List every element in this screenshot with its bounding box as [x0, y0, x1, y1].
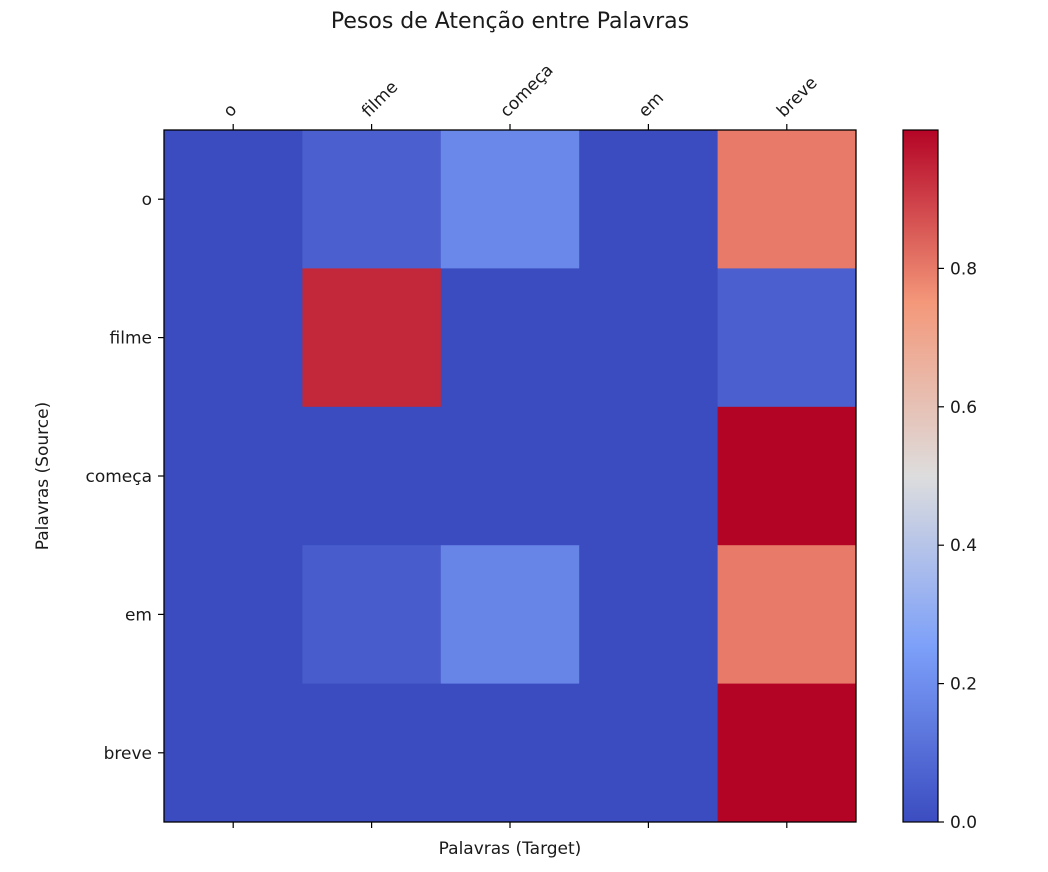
heatmap-cell	[579, 545, 719, 685]
heatmap-cell	[440, 406, 580, 546]
x-axis-label: Palavras (Target)	[439, 839, 582, 859]
y-tick-label: começa	[85, 467, 152, 487]
y-tick-label: filme	[110, 329, 152, 349]
heatmap-cell	[717, 545, 857, 685]
heatmap-cell	[717, 268, 857, 408]
x-tick-label: começa	[496, 60, 557, 121]
colorbar-ticks: 0.0 0.2 0.4 0.6 0.8	[938, 259, 977, 833]
y-tick-label: o	[142, 190, 152, 210]
chart-title: Pesos de Atenção entre Palavras	[331, 9, 689, 34]
colorbar	[903, 130, 938, 822]
heatmap-cell	[302, 268, 442, 408]
x-tick-label: em	[635, 88, 668, 121]
heatmap-cell	[440, 545, 580, 685]
colorbar-tick-label: 0.8	[950, 259, 977, 279]
heatmap-cell	[440, 130, 580, 269]
heatmap-cell	[717, 406, 857, 546]
heatmap-cell	[302, 683, 442, 823]
heatmap-cell	[717, 130, 857, 269]
heatmap-cell	[579, 406, 719, 546]
heatmap-cell	[579, 683, 719, 823]
colorbar-tick-label: 0.0	[950, 813, 977, 833]
colorbar-tick-label: 0.2	[950, 675, 977, 695]
y-axis-label: Palavras (Source)	[33, 402, 53, 550]
heatmap-cell	[440, 683, 580, 823]
heatmap-cell	[440, 268, 580, 408]
heatmap-cell	[164, 268, 303, 408]
heatmap-cell	[302, 545, 442, 685]
heatmap-cell	[579, 268, 719, 408]
heatmap-cell	[302, 406, 442, 546]
y-tick-label: em	[125, 605, 152, 625]
heatmap-cell	[164, 683, 303, 823]
heatmap-cell	[717, 683, 857, 823]
x-tick-label: breve	[773, 73, 821, 121]
colorbar-tick-label: 0.6	[950, 398, 977, 418]
colorbar-tick-label: 0.4	[950, 536, 977, 556]
heatmap-cell	[164, 130, 303, 269]
heatmap-cell	[164, 406, 303, 546]
heatmap-cell	[579, 130, 719, 269]
x-tick-label: o	[220, 100, 242, 122]
colorbar-frame	[902, 129, 939, 823]
heatmap-cell	[164, 545, 303, 685]
x-tick-label: filme	[358, 77, 402, 121]
y-ticks: o filme começa em breve	[85, 190, 164, 764]
y-tick-label: breve	[104, 744, 152, 764]
heatmap-cells	[164, 130, 857, 823]
heatmap-cell	[302, 130, 442, 269]
